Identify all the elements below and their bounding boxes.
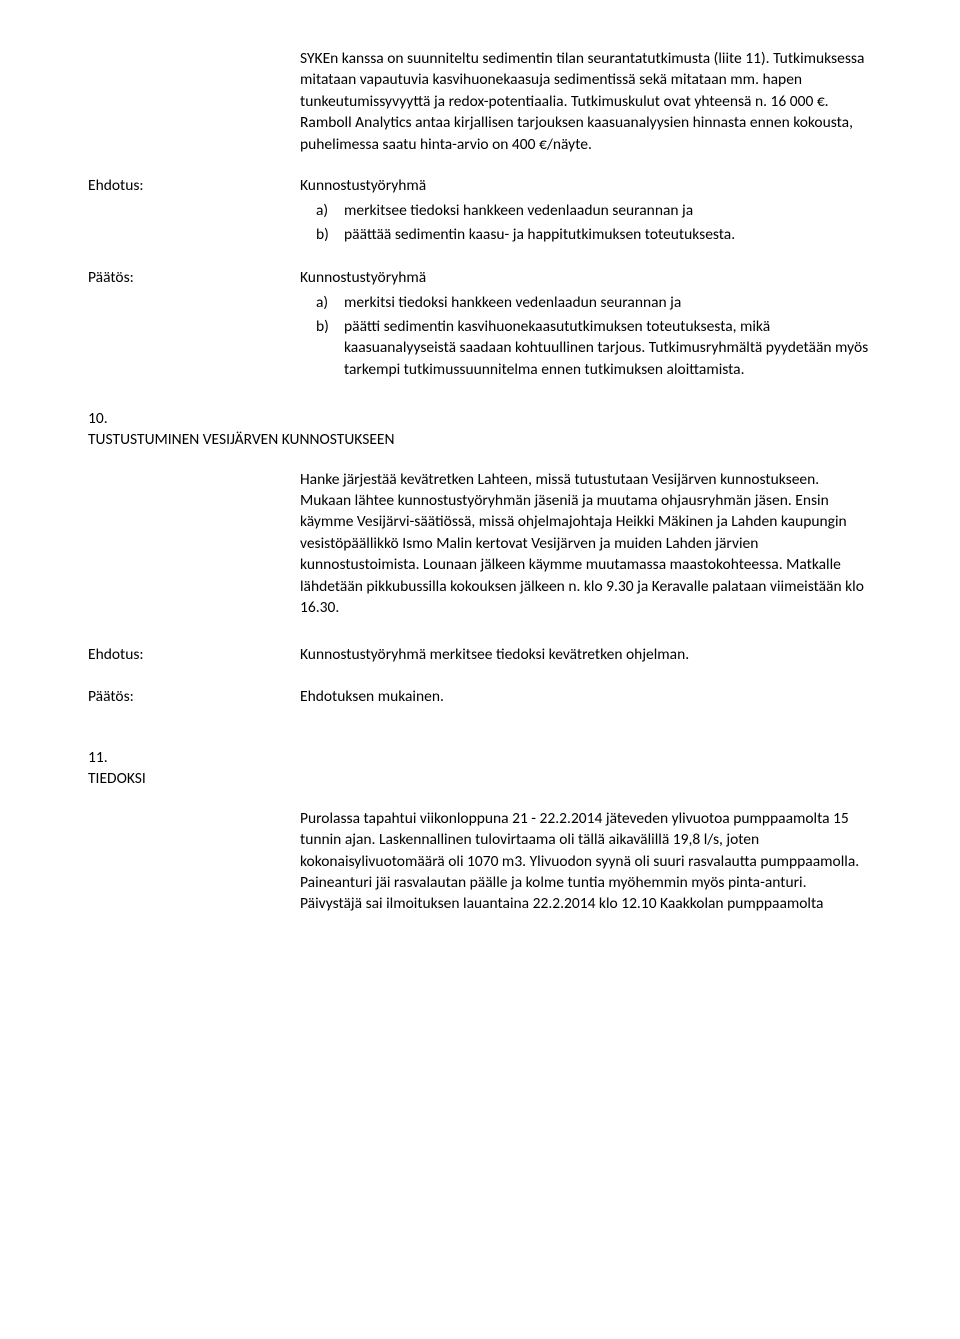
proposal-row: Ehdotus: Kunnostustyöryhmä a) merkitsee t… [88,175,872,247]
proposal-content: Kunnostustyöryhmä a) merkitsee tiedoksi h… [300,175,872,247]
section-body: Purolassa tapahtui viikonloppuna 21 - 22… [300,808,872,915]
proposal-list: a) merkitsee tiedoksi hankkeen vedenlaadu… [300,200,872,245]
decision-row: Päätös: Kunnostustyöryhmä a) merkitsi tie… [88,267,872,382]
list-text: päättää sedimentin kaasu- ja happitutkim… [344,225,735,244]
section-title: TUSTUSTUMINEN VESIJÄRVEN KUNNOSTUKSEEN [88,429,872,450]
decision-list-item: b)päätti sedimentin kasvihuonekaasututki… [344,316,872,380]
proposal-label: Ehdotus: [88,175,300,247]
section-title: TIEDOKSI [88,768,872,789]
list-text: merkitsee tiedoksi hankkeen vedenlaadun … [344,201,693,220]
proposal-content: Kunnostustyöryhmä merkitsee tiedoksi kev… [300,644,872,665]
section-body-text: Hanke järjestää kevätretken Lahteen, mis… [300,469,872,619]
document-page: SYKEn kanssa on suunniteltu sedimentin t… [0,0,960,1339]
proposal-text: Kunnostustyöryhmä [300,175,872,196]
decision-content: Kunnostustyöryhmä a) merkitsi tiedoksi ha… [300,267,872,382]
decision-label: Päätös: [88,686,300,707]
decision-label: Päätös: [88,267,300,382]
list-marker: a) [316,200,328,221]
decision-row-10: Päätös: Ehdotuksen mukainen. [88,686,872,707]
intro-paragraph: SYKEn kanssa on suunniteltu sedimentin t… [300,48,872,155]
proposal-list-item: a)merkitsee tiedoksi hankkeen vedenlaadu… [344,200,872,221]
proposal-row-10: Ehdotus: Kunnostustyöryhmä merkitsee tie… [88,644,872,665]
proposal-label: Ehdotus: [88,644,300,665]
list-text: päätti sedimentin kasvihuonekaasututkimu… [344,317,868,379]
list-marker: b) [316,316,329,337]
list-text: merkitsi tiedoksi hankkeen vedenlaadun s… [344,293,681,312]
proposal-list-item: b)päättää sedimentin kaasu- ja happitutk… [344,224,872,245]
decision-content: Ehdotuksen mukainen. [300,686,872,707]
list-marker: a) [316,292,328,313]
proposal-text: Kunnostustyöryhmä merkitsee tiedoksi kev… [300,644,872,665]
decision-text: Ehdotuksen mukainen. [300,686,872,707]
decision-list: a) merkitsi tiedoksi hankkeen vedenlaadun… [300,292,872,380]
decision-text: Kunnostustyöryhmä [300,267,872,288]
section-body: Hanke järjestää kevätretken Lahteen, mis… [300,469,872,619]
section-number: 11. [88,747,872,768]
section-number: 10. [88,408,872,429]
list-marker: b) [316,224,329,245]
intro-text: SYKEn kanssa on suunniteltu sedimentin t… [300,48,872,155]
section-body-text: Purolassa tapahtui viikonloppuna 21 - 22… [300,808,872,915]
decision-list-item: a)merkitsi tiedoksi hankkeen vedenlaadun… [344,292,872,313]
